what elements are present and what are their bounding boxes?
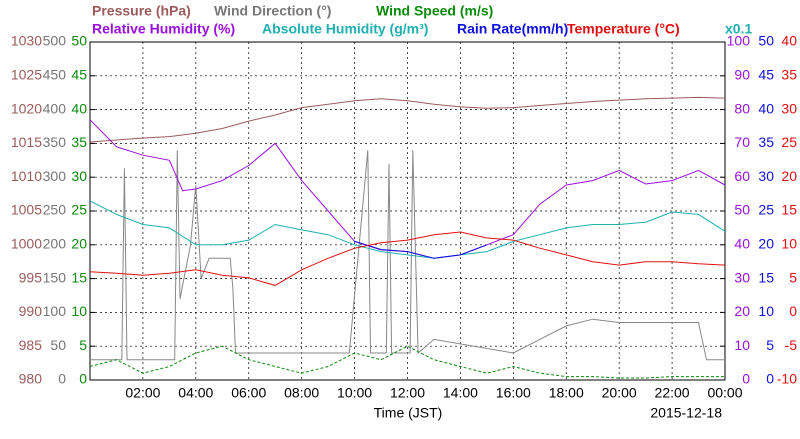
y-tick-label: 60	[734, 168, 750, 184]
y-tick-label: 25	[781, 134, 797, 150]
series-line	[89, 96, 726, 143]
y-tick-label: 15	[781, 202, 797, 218]
y-tick-label: 45	[758, 67, 774, 83]
date-label: 2015-12-18	[650, 405, 722, 421]
axis-header: Pressure (hPa)	[92, 3, 191, 19]
y-tick-label: 20	[781, 168, 797, 184]
x-tick-label: 18:00	[549, 385, 584, 401]
x-tick-label: 10:00	[337, 385, 372, 401]
y-tick-label: 0	[742, 371, 750, 387]
x-tick-label: 00:00	[707, 385, 742, 401]
y-tick-label: 40	[734, 236, 750, 252]
y-tick-label: 35	[781, 67, 797, 83]
y-tick-label: 40	[71, 100, 87, 116]
y-tick-label: 5	[789, 269, 797, 285]
y-tick-label: 350	[43, 134, 67, 150]
x-tick-label: 02:00	[125, 385, 160, 401]
x-axis-label: Time (JST)	[374, 405, 443, 421]
y-tick-label: 100	[43, 303, 67, 319]
y-tick-label: 5	[79, 337, 87, 353]
y-tick-label: 1005	[11, 202, 42, 218]
y-tick-label: 50	[50, 337, 66, 353]
series-line	[89, 200, 726, 259]
y-tick-label: 1000	[11, 236, 42, 252]
series-line	[354, 240, 488, 259]
y-tick-label: 40	[758, 100, 774, 116]
y-tick-label: 450	[43, 67, 67, 83]
y-tick-label: 25	[71, 202, 87, 218]
series-line	[90, 150, 725, 361]
axis-header: Relative Humidity (%)	[92, 21, 235, 37]
y-tick-label: 0	[58, 371, 66, 387]
y-tick-label: 300	[43, 168, 67, 184]
y-tick-label: 80	[734, 100, 750, 116]
x-tick-label: 22:00	[655, 385, 690, 401]
x-tick-label: 06:00	[231, 385, 266, 401]
x-tick-label: 08:00	[284, 385, 319, 401]
y-tick-label: 20	[758, 236, 774, 252]
y-tick-label: 980	[19, 371, 43, 387]
y-tick-label: 45	[71, 67, 87, 83]
y-tick-label: 100	[727, 33, 751, 49]
y-tick-label: 35	[758, 134, 774, 150]
y-tick-label: 1020	[11, 100, 42, 116]
y-tick-label: 30	[71, 168, 87, 184]
y-tick-label: 150	[43, 269, 67, 285]
y-tick-label: -5	[785, 337, 798, 353]
y-tick-label: 50	[71, 33, 87, 49]
y-tick-label: 10	[758, 303, 774, 319]
y-tick-label: 25	[758, 202, 774, 218]
y-tick-label: 50	[734, 202, 750, 218]
y-tick-label: 50	[758, 33, 774, 49]
x-tick-label: 14:00	[443, 385, 478, 401]
y-tick-label: 10	[734, 337, 750, 353]
y-tick-label: 1025	[11, 67, 42, 83]
axis-header: Wind Speed (m/s)	[376, 3, 493, 19]
y-tick-label: -10	[777, 371, 797, 387]
x-tick-label: 16:00	[496, 385, 531, 401]
x-tick-label: 20:00	[602, 385, 637, 401]
series-line	[89, 231, 726, 286]
y-tick-label: 30	[758, 168, 774, 184]
axis-header: Absolute Humidity (g/m³)	[262, 21, 428, 37]
y-tick-label: 20	[734, 303, 750, 319]
y-tick-label: 500	[43, 33, 67, 49]
y-tick-label: 35	[71, 134, 87, 150]
y-tick-label: 70	[734, 134, 750, 150]
y-tick-label: 30	[781, 100, 797, 116]
axis-header: Rain Rate(mm/h)	[457, 21, 568, 37]
y-tick-label: 1015	[11, 134, 42, 150]
y-tick-label: 985	[19, 337, 43, 353]
y-tick-label: 20	[71, 236, 87, 252]
y-tick-label: 0	[789, 303, 797, 319]
y-tick-label: 200	[43, 236, 67, 252]
y-tick-label: 0	[79, 371, 87, 387]
axis-header: Wind Direction (°)	[214, 3, 331, 19]
y-tick-label: 10	[781, 236, 797, 252]
y-tick-label: 5	[766, 337, 774, 353]
x-tick-label: 12:00	[390, 385, 425, 401]
y-tick-label: 40	[781, 33, 797, 49]
y-tick-label: 990	[19, 303, 43, 319]
y-tick-label: 400	[43, 100, 67, 116]
y-tick-label: 250	[43, 202, 67, 218]
x-tick-label: 04:00	[178, 385, 213, 401]
y-tick-label: 1030	[11, 33, 42, 49]
y-tick-label: 15	[758, 269, 774, 285]
axis-header: Temperature (°C)	[567, 21, 680, 37]
axis-header: x0.1	[725, 21, 752, 37]
y-tick-label: 10	[71, 303, 87, 319]
y-tick-label: 15	[71, 269, 87, 285]
y-tick-label: 995	[19, 269, 43, 285]
y-tick-label: 90	[734, 67, 750, 83]
y-tick-label: 0	[766, 371, 774, 387]
y-tick-label: 30	[734, 269, 750, 285]
y-tick-label: 1010	[11, 168, 42, 184]
